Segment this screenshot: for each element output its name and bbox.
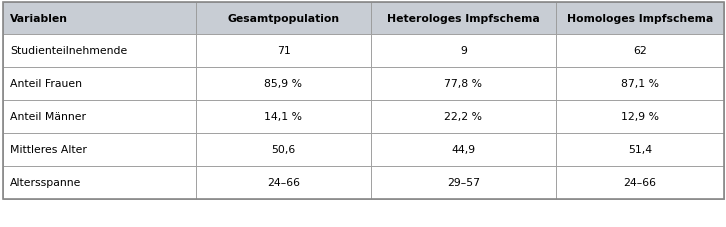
Bar <box>3 101 196 133</box>
Text: 24–66: 24–66 <box>267 178 300 188</box>
Text: 44,9: 44,9 <box>452 145 476 155</box>
Bar <box>371 166 556 199</box>
Text: 24–66: 24–66 <box>624 178 656 188</box>
Text: 85,9 %: 85,9 % <box>264 79 303 89</box>
Text: Gesamtpopulation: Gesamtpopulation <box>227 14 340 24</box>
Bar <box>3 3 724 199</box>
Bar <box>196 166 371 199</box>
Bar <box>196 68 371 101</box>
Text: 14,1 %: 14,1 % <box>264 112 303 122</box>
Text: Anteil Frauen: Anteil Frauen <box>10 79 82 89</box>
Bar <box>556 101 724 133</box>
Text: 12,9 %: 12,9 % <box>621 112 659 122</box>
Bar <box>556 133 724 166</box>
Text: Heterologes Impfschema: Heterologes Impfschema <box>387 14 540 24</box>
Bar <box>3 133 196 166</box>
Text: 22,2 %: 22,2 % <box>444 112 483 122</box>
Bar <box>3 68 196 101</box>
Text: 29–57: 29–57 <box>447 178 480 188</box>
Bar <box>196 3 371 35</box>
Bar <box>371 35 556 68</box>
Text: 50,6: 50,6 <box>272 145 295 155</box>
Bar <box>3 3 196 35</box>
Bar <box>196 35 371 68</box>
Text: 51,4: 51,4 <box>628 145 652 155</box>
Bar <box>556 3 724 35</box>
Text: 9: 9 <box>460 46 467 56</box>
Bar <box>371 133 556 166</box>
Bar <box>371 68 556 101</box>
Text: 62: 62 <box>633 46 647 56</box>
Bar <box>196 101 371 133</box>
Bar <box>556 68 724 101</box>
Text: Altersspanne: Altersspanne <box>10 178 81 188</box>
Bar <box>371 3 556 35</box>
Text: 77,8 %: 77,8 % <box>444 79 483 89</box>
Bar <box>556 166 724 199</box>
Text: Studienteilnehmende: Studienteilnehmende <box>10 46 127 56</box>
Text: Homologes Impfschema: Homologes Impfschema <box>567 14 713 24</box>
Text: Variablen: Variablen <box>10 14 68 24</box>
Bar <box>556 35 724 68</box>
Bar <box>196 133 371 166</box>
Bar <box>3 166 196 199</box>
Text: 87,1 %: 87,1 % <box>621 79 659 89</box>
Bar <box>3 35 196 68</box>
Text: Mittleres Alter: Mittleres Alter <box>10 145 87 155</box>
Text: Anteil Männer: Anteil Männer <box>10 112 86 122</box>
Text: 71: 71 <box>277 46 290 56</box>
Bar <box>371 101 556 133</box>
